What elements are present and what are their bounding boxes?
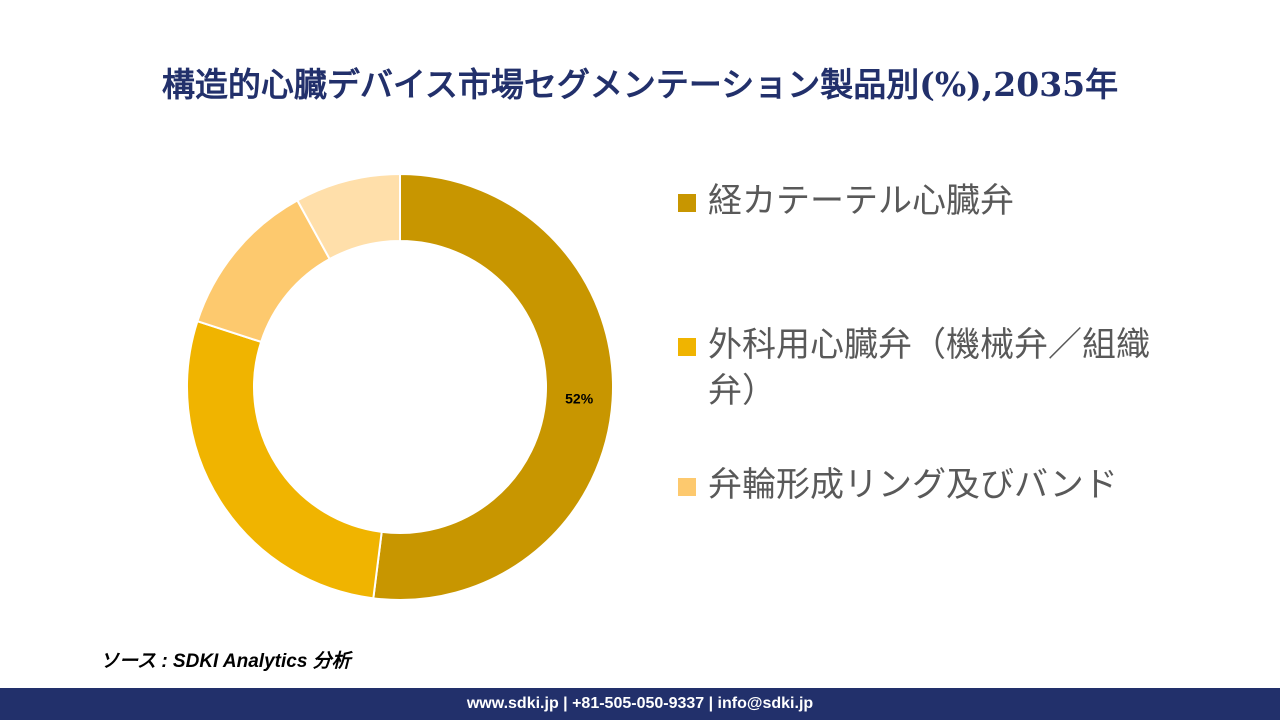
legend-label: 弁輪形成リング及びバンド [708,465,1118,505]
legend-label: 経カテーテル心臓弁 [708,181,1014,221]
legend-item-annuloplasty: 弁輪形成リング及びバンド [678,462,1158,508]
legend-swatch [678,478,696,496]
legend-item-surgical: 外科用心臓弁（機械弁／組織弁） [678,322,1158,414]
footer-contact: www.sdki.jp | +81-505-050-9337 | info@sd… [0,688,1280,720]
legend-swatch [678,194,696,212]
data-label: 52% [565,390,594,406]
chart-title: 構造的心臓デバイス市場セグメンテーション製品別(%),2035年 [161,65,1119,104]
legend-item-transcatheter: 経カテーテル心臓弁 [678,178,1158,224]
donut-slice-3 [296,172,401,261]
legend-swatch [678,338,696,356]
donut-slice-0 [372,172,614,601]
source-note: ソース : SDKI Analytics 分析 [100,651,351,672]
donut-slice-1 [186,319,383,600]
legend-label: 外科用心臓弁（機械弁／組織弁） [708,325,1150,411]
